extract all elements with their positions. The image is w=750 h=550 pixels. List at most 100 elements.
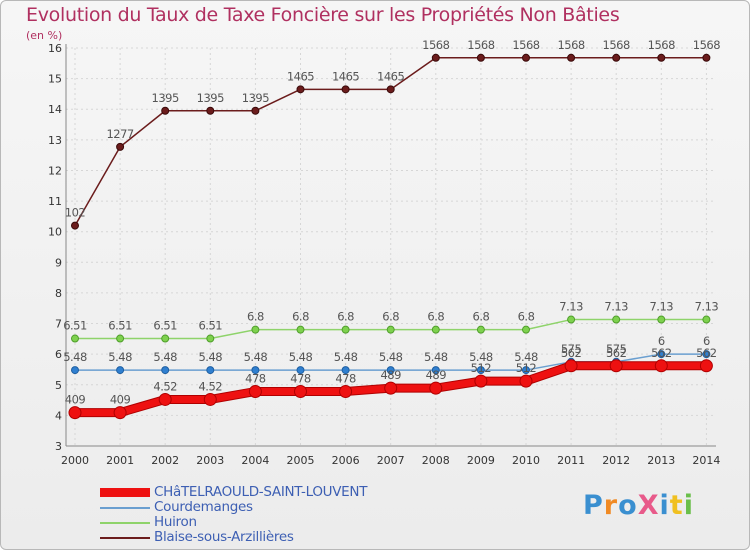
point-courdemanges <box>386 366 395 375</box>
x-tick-label: 2008 <box>422 454 450 467</box>
point-huiron <box>386 325 395 334</box>
y-tick-label: 8 <box>55 287 62 300</box>
data-label-blaise-sous-arzilli-res: 1465 <box>377 69 404 83</box>
data-label-blaise-sous-arzilli-res: 1568 <box>603 38 630 52</box>
data-label-ch-telraould-saint-louvent: 478 <box>245 372 266 386</box>
point-ch-telraould-saint-louvent <box>248 385 262 399</box>
point-ch-telraould-saint-louvent <box>203 392 217 406</box>
data-label-ch-telraould-saint-louvent: 409 <box>65 393 86 407</box>
point-ch-telraould-saint-louvent <box>474 374 488 388</box>
data-label-huiron: 6.8 <box>427 310 444 324</box>
logo-letter: o <box>618 490 638 521</box>
data-label-huiron: 6.51 <box>153 319 177 333</box>
x-tick-label: 2002 <box>151 454 179 467</box>
data-label-ch-telraould-saint-louvent: 512 <box>471 361 492 375</box>
data-label-blaise-sous-arzilli-res: 1277 <box>106 127 133 141</box>
point-ch-telraould-saint-louvent <box>654 359 668 373</box>
x-tick-label: 2009 <box>467 454 495 467</box>
point-blaise-sous-arzilli-res <box>251 106 260 115</box>
point-courdemanges <box>296 366 305 375</box>
y-tick-label: 3 <box>55 440 62 453</box>
data-label-ch-telraould-saint-louvent: 489 <box>380 368 401 382</box>
point-courdemanges <box>116 366 125 375</box>
data-label-ch-telraould-saint-louvent: 409 <box>110 393 131 407</box>
legend-swatch-blaise-sous-arzilli-res <box>100 537 150 539</box>
legend-swatch-courdemanges <box>100 507 150 509</box>
point-blaise-sous-arzilli-res <box>567 53 576 62</box>
data-label-huiron: 7.13 <box>649 300 673 314</box>
data-label-courdemanges: 5.48 <box>108 350 132 364</box>
y-tick-label: 13 <box>48 134 62 147</box>
point-blaise-sous-arzilli-res <box>612 53 621 62</box>
data-label-huiron: 6.8 <box>292 310 309 324</box>
point-blaise-sous-arzilli-res <box>657 53 666 62</box>
data-label-courdemanges: 5.48 <box>63 350 87 364</box>
x-tick-label: 2010 <box>512 454 540 467</box>
point-huiron <box>702 315 711 324</box>
point-huiron <box>476 325 485 334</box>
data-label-blaise-sous-arzilli-res: 1568 <box>557 38 584 52</box>
logo-letter: X <box>637 490 660 521</box>
data-label-huiron: 7.13 <box>695 300 719 314</box>
point-blaise-sous-arzilli-res <box>71 221 79 230</box>
data-label-huiron: 6.51 <box>198 319 222 333</box>
data-label-ch-telraould-saint-louvent: 4.52 <box>198 379 222 393</box>
point-ch-telraould-saint-louvent <box>158 392 172 406</box>
data-label-ch-telraould-saint-louvent: 512 <box>516 361 537 375</box>
legend-swatch-huiron <box>100 522 150 524</box>
data-label-courdemanges: 5.48 <box>424 350 448 364</box>
point-courdemanges <box>702 350 711 359</box>
data-label-courdemanges: 5.48 <box>379 350 403 364</box>
data-label-blaise-sous-arzilli-res: 102 <box>65 206 86 220</box>
data-label-courdemanges: 5.48 <box>244 350 268 364</box>
point-huiron <box>522 325 530 334</box>
data-label-ch-telraould-saint-louvent: 562 <box>606 346 627 360</box>
data-label-courdemanges: 5.48 <box>153 350 177 364</box>
point-courdemanges <box>206 366 215 375</box>
point-ch-telraould-saint-louvent <box>384 381 398 395</box>
point-huiron <box>251 325 260 334</box>
y-tick-label: 4 <box>55 409 62 422</box>
data-label-blaise-sous-arzilli-res: 1568 <box>467 38 494 52</box>
y-tick-label: 9 <box>55 256 62 269</box>
x-tick-label: 2001 <box>106 454 134 467</box>
logo-letter: r <box>603 490 619 521</box>
y-tick-label: 10 <box>48 226 62 239</box>
y-tick-label: 15 <box>48 73 62 86</box>
point-courdemanges <box>161 366 170 375</box>
legend-label-courdemanges: Courdemanges <box>154 499 253 515</box>
point-ch-telraould-saint-louvent <box>68 406 82 420</box>
point-blaise-sous-arzilli-res <box>206 106 215 115</box>
point-huiron <box>161 334 170 343</box>
point-ch-telraould-saint-louvent <box>113 406 127 420</box>
data-label-blaise-sous-arzilli-res: 1395 <box>197 91 224 105</box>
point-ch-telraould-saint-louvent <box>564 359 578 373</box>
data-label-courdemanges: 575 <box>606 342 627 356</box>
data-label-courdemanges: 5.48 <box>198 350 222 364</box>
point-huiron <box>71 334 79 343</box>
point-ch-telraould-saint-louvent <box>609 359 623 373</box>
x-tick-label: 2000 <box>61 454 89 467</box>
point-courdemanges <box>71 366 79 375</box>
point-courdemanges <box>251 366 260 375</box>
data-label-blaise-sous-arzilli-res: 1395 <box>242 91 269 105</box>
point-huiron <box>657 315 666 324</box>
point-blaise-sous-arzilli-res <box>476 53 485 62</box>
point-blaise-sous-arzilli-res <box>702 53 711 62</box>
logo-letter: t <box>669 490 684 521</box>
data-label-courdemanges: 6 <box>703 334 710 348</box>
y-tick-label: 14 <box>48 103 62 116</box>
data-label-ch-telraould-saint-louvent: 478 <box>290 372 311 386</box>
data-label-blaise-sous-arzilli-res: 1568 <box>648 38 675 52</box>
legend-label-ch-telraould-saint-louvent: CHâTELRAOULD-SAINT-LOUVENT <box>154 484 368 500</box>
data-label-huiron: 7.13 <box>604 300 628 314</box>
x-tick-label: 2003 <box>196 454 224 467</box>
data-label-courdemanges: 6 <box>658 334 665 348</box>
point-blaise-sous-arzilli-res <box>431 53 440 62</box>
chart-title: Evolution du Taux de Taxe Foncière sur l… <box>26 4 620 26</box>
point-ch-telraould-saint-louvent <box>339 385 353 399</box>
data-label-blaise-sous-arzilli-res: 1395 <box>152 91 179 105</box>
data-label-ch-telraould-saint-louvent: 4.52 <box>153 379 177 393</box>
